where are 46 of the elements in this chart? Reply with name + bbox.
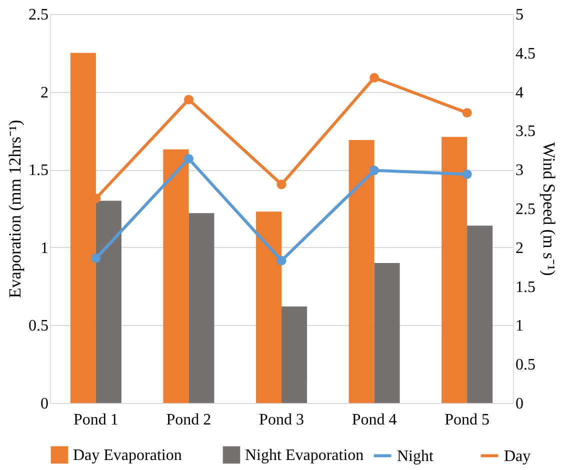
point xyxy=(276,256,286,266)
y2-tick-label: 0.5 xyxy=(516,356,536,374)
legend-label: Night Evaporation xyxy=(245,446,364,464)
bar xyxy=(256,212,282,403)
point xyxy=(462,170,472,179)
bar xyxy=(467,226,493,403)
point xyxy=(462,108,472,118)
y2-tick-label: 0 xyxy=(516,396,524,412)
y-tick-label: 1.5 xyxy=(28,162,48,180)
x-tick-label: Pond 1 xyxy=(73,412,118,428)
y-tick-label: 2.5 xyxy=(28,6,48,24)
y2-axis-title: Wind Speed (m s⁻¹) xyxy=(540,142,558,276)
bar xyxy=(442,136,468,403)
y-tick-label: 0.5 xyxy=(28,318,48,335)
y2-tick-label: 4 xyxy=(516,84,524,102)
bar xyxy=(188,213,214,403)
legend-label: Night xyxy=(397,448,434,465)
bar xyxy=(163,149,189,403)
point xyxy=(370,73,380,83)
bar xyxy=(374,262,400,403)
bar xyxy=(96,200,122,403)
x-tick-label: Pond 3 xyxy=(259,412,304,428)
bar xyxy=(282,306,308,403)
y2-tick-label: 5 xyxy=(516,6,524,24)
legend-label: Day xyxy=(504,448,531,465)
legend-label: Day Evaporation xyxy=(73,446,182,464)
x-tick-label: Pond 4 xyxy=(352,412,397,428)
y2-tick-label: 3 xyxy=(516,162,524,180)
bar xyxy=(348,140,374,403)
point xyxy=(370,166,380,176)
y2-tick-label: 2 xyxy=(516,240,524,257)
y-axis-title: Evaporation (mm 12hrs⁻¹) xyxy=(6,120,24,298)
y-tick-label: 1 xyxy=(40,240,48,257)
y2-tick-label: 4.5 xyxy=(516,45,536,62)
point xyxy=(276,180,286,190)
point xyxy=(184,154,194,164)
point xyxy=(184,94,194,104)
point xyxy=(91,254,101,264)
y2-tick-label: 2.5 xyxy=(516,201,536,218)
y2-tick-label: 1 xyxy=(516,318,524,335)
x-tick-label: Pond 5 xyxy=(444,412,490,428)
x-tick-label: Pond 2 xyxy=(166,412,212,428)
y2-tick-label: 1.5 xyxy=(516,278,536,296)
y2-tick-label: 3.5 xyxy=(516,123,536,140)
y-tick-label: 2 xyxy=(40,84,48,102)
y-tick-label: 0 xyxy=(40,396,48,412)
